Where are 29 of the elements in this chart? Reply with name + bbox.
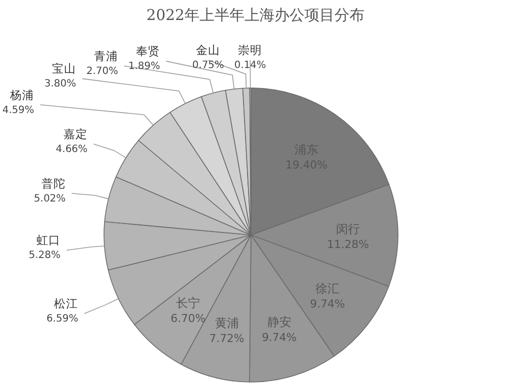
- slice-label: 虹口: [36, 233, 61, 248]
- data-label: 5.28%: [28, 250, 61, 262]
- slice-label: 徐汇: [315, 282, 340, 296]
- data-label: 0.14%: [234, 60, 266, 71]
- slice-label: 金山: [196, 43, 220, 58]
- slice-label: 静安: [267, 314, 292, 329]
- slice-label: 奉贤: [136, 44, 160, 58]
- slice-label: 青浦: [94, 48, 118, 63]
- data-label: 2.70%: [86, 66, 118, 77]
- slice-label: 黄浦: [214, 316, 239, 330]
- data-label: 9.74%: [262, 330, 297, 344]
- title: 2022年上半年上海办公项目分布: [146, 6, 365, 24]
- data-label: 7.72%: [209, 332, 244, 345]
- slice-label: 杨浦: [9, 88, 34, 102]
- slice-label: 松江: [54, 296, 78, 311]
- slice-label: 长宁: [176, 296, 200, 310]
- data-label: 6.70%: [170, 312, 206, 325]
- slice-label: 嘉定: [64, 127, 88, 142]
- data-label: 1.89%: [128, 61, 160, 72]
- data-label: 3.80%: [44, 78, 76, 90]
- data-label: 9.74%: [310, 298, 345, 311]
- slice-label: 宝山: [52, 62, 76, 76]
- data-label: 4.59%: [2, 104, 34, 116]
- data-label: 4.66%: [56, 144, 88, 156]
- slice-label: 崇明: [238, 43, 262, 57]
- data-label: 0.75%: [192, 60, 224, 72]
- data-label: 5.02%: [34, 193, 66, 204]
- data-label: 6.59%: [46, 314, 78, 325]
- slice-label: 普陀: [42, 176, 66, 190]
